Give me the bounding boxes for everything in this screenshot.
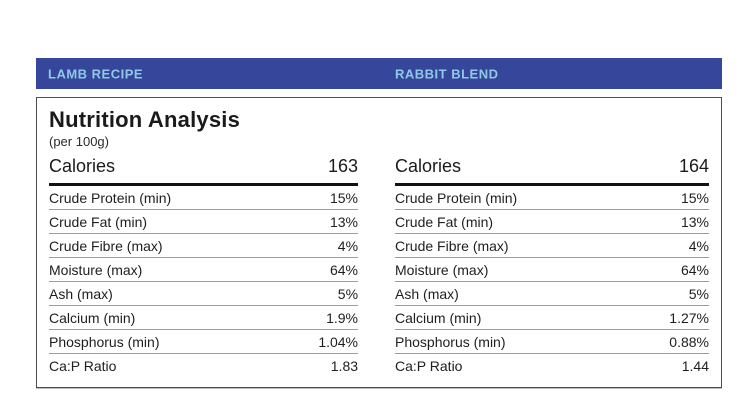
nutrient-row: Crude Fat (min) 13% — [49, 210, 359, 234]
nutrient-value: 15% — [329, 189, 359, 206]
nutrient-label: Ash (max) — [395, 285, 459, 302]
nutrient-row: Moisture (max) 64% — [49, 258, 359, 282]
nutrient-row: Ca:P Ratio 1.83 — [49, 354, 358, 378]
panel-subtitle: (per 100g) — [49, 134, 109, 149]
nutrient-value: 5% — [337, 285, 359, 302]
nutrient-label: Crude Protein (min) — [49, 189, 172, 206]
panel-title: Nutrition Analysis — [49, 107, 241, 132]
nutrient-label: Crude Protein (min) — [395, 189, 518, 206]
nutrient-label: Calcium (min) — [395, 309, 482, 326]
nutrient-label: Ca:P Ratio — [49, 358, 117, 374]
nutrient-row: Ca:P Ratio 1.44 — [395, 354, 709, 378]
nutrient-row: Crude Fat (min) 13% — [395, 210, 709, 234]
nutrient-label: Crude Fat (min) — [395, 213, 494, 230]
calories-label: Calories — [395, 156, 462, 176]
nutrient-row: Crude Fibre (max) 4% — [395, 234, 709, 258]
nutrition-table-lamb: Calories 163 Crude Protein (min) 15% Crude… — [49, 156, 359, 378]
nutrient-value: 15% — [680, 189, 709, 206]
tab-rabbit-blend[interactable]: RABBIT BLEND — [395, 66, 499, 81]
nutrient-row: Calcium (min) 1.27% — [395, 306, 709, 330]
nutrient-label: Ca:P Ratio — [395, 358, 463, 374]
recipe-tabbar: LAMB RECIPE RABBIT BLEND — [36, 58, 722, 89]
nutrient-value: 1.9% — [326, 309, 359, 326]
nutrient-row: Ash (max) 5% — [49, 282, 359, 306]
nutrient-label: Phosphorus (min) — [49, 333, 160, 350]
nutrition-analysis-panel: Nutrition Analysis (per 100g) Calories 1… — [36, 97, 722, 388]
nutrient-value: 4% — [688, 237, 709, 254]
nutrient-value: 13% — [680, 213, 709, 230]
nutrient-value: 1.83 — [330, 358, 359, 374]
nutrition-table-rabbit: Calories 164 Crude Protein (min) 15% Crude… — [395, 156, 709, 378]
nutrient-row: Calcium (min) 1.9% — [49, 306, 359, 330]
nutrient-label: Moisture (max) — [395, 261, 489, 278]
nutrient-label: Crude Fibre (max) — [395, 237, 509, 254]
calories-row: Calories 163 — [49, 156, 359, 186]
nutrient-value: 64% — [329, 261, 359, 278]
nutrient-row: Moisture (max) 64% — [395, 258, 709, 282]
tab-lamb-recipe[interactable]: LAMB RECIPE — [48, 66, 144, 81]
nutrient-label: Ash (max) — [49, 285, 113, 302]
nutrient-value: 1.44 — [681, 358, 709, 374]
nutrient-value: 64% — [680, 261, 709, 278]
nutrient-rows: Crude Protein (min) 15% Crude Fat (min) 13%… — [49, 186, 359, 378]
calories-label: Calories — [49, 156, 116, 176]
nutrient-label: Phosphorus (min) — [395, 333, 506, 350]
nutrient-row: Crude Protein (min) 15% — [395, 186, 709, 210]
nutrient-label: Crude Fibre (max) — [49, 237, 163, 254]
nutrient-row: Phosphorus (min) 1.04% — [49, 330, 359, 354]
nutrient-label: Crude Fat (min) — [49, 213, 148, 230]
nutrient-row: Crude Fibre (max) 4% — [49, 234, 359, 258]
nutrient-value: 13% — [329, 213, 359, 230]
nutrient-value: 1.04% — [318, 333, 359, 350]
tables-container: Calories 163 Crude Protein (min) 15% Crude… — [49, 156, 709, 378]
nutrient-value: 0.88% — [669, 333, 709, 350]
nutrient-rows: Crude Protein (min) 15% Crude Fat (min) 13%… — [395, 186, 709, 378]
calories-value: 164 — [678, 156, 709, 176]
nutrient-value: 5% — [688, 285, 709, 302]
nutrient-label: Moisture (max) — [49, 261, 143, 278]
nutrient-row: Crude Protein (min) 15% — [49, 186, 359, 210]
nutrient-value: 1.27% — [669, 309, 709, 326]
nutrient-label: Calcium (min) — [49, 309, 136, 326]
nutrient-row: Ash (max) 5% — [395, 282, 709, 306]
calories-row: Calories 164 — [395, 156, 709, 186]
calories-value: 163 — [327, 156, 359, 176]
nutrient-value: 4% — [337, 237, 359, 254]
nutrient-row: Phosphorus (min) 0.88% — [395, 330, 709, 354]
